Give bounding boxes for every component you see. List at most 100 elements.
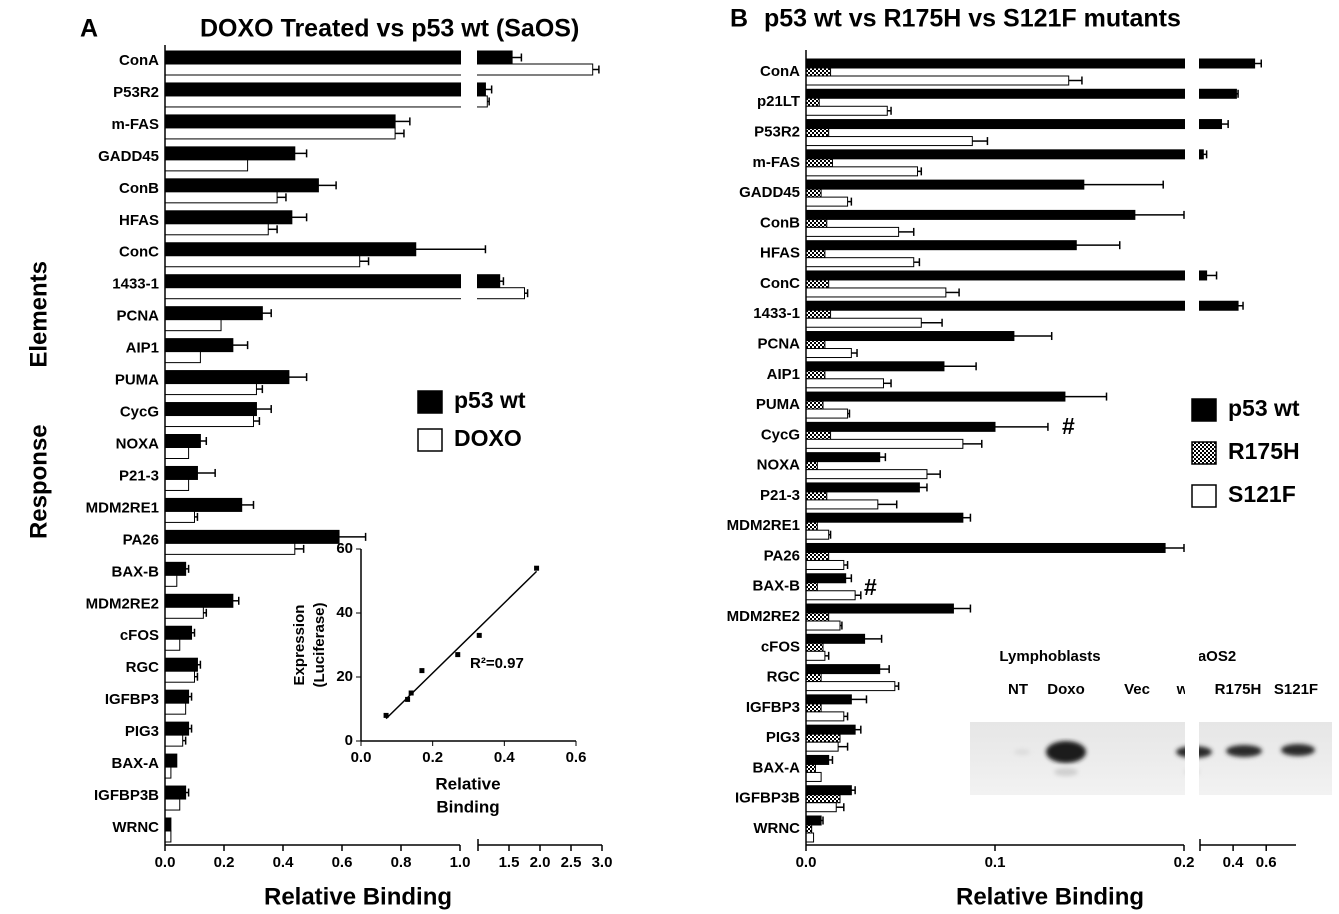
error-bar (256, 385, 262, 393)
bar (806, 574, 846, 583)
bar (806, 271, 1207, 280)
legend-label: R175H (1228, 438, 1300, 464)
legend-label: p53 wt (1228, 395, 1300, 421)
bar (165, 767, 171, 778)
y-tick-label: 1433-1 (112, 276, 159, 293)
bar (806, 68, 831, 76)
y-tick-label: PCNA (116, 308, 159, 325)
error-bar (944, 362, 976, 370)
bar (806, 431, 831, 439)
bar (165, 243, 416, 256)
annotation: # (864, 574, 877, 600)
bar (806, 665, 880, 674)
y-tick-label: PCNA (757, 335, 800, 352)
y-tick-label: IGFBP3 (746, 699, 800, 716)
y-tick-label: m-FAS (752, 154, 800, 171)
error-bar (254, 417, 260, 425)
bar (806, 530, 829, 539)
error-bar (197, 469, 215, 477)
bar (165, 703, 186, 714)
y-tick-label: BAX-B (753, 578, 801, 595)
bar (806, 462, 817, 470)
bar (806, 786, 851, 795)
error-bar (914, 258, 920, 266)
y-axis-label: (Luciferase) (311, 602, 328, 687)
x-tick-label: 0.2 (422, 749, 443, 766)
y-axis-label: Expression (291, 605, 308, 686)
bar (806, 513, 963, 522)
bar (806, 674, 821, 682)
bar (165, 160, 248, 171)
bar (165, 192, 277, 203)
bar (806, 725, 855, 734)
blot-lane-label: Vec (1124, 681, 1150, 698)
blot-lane-label: Doxo (1047, 681, 1085, 698)
y-tick-label: 1433-1 (753, 305, 800, 322)
western-blot: Lymphoblasts SaOS2 NT Doxo Vec wt R175H … (970, 648, 1332, 795)
y-tick-label: PUMA (115, 372, 159, 389)
bar (806, 560, 844, 569)
bar (165, 384, 256, 395)
legend-label: S121F (1228, 481, 1296, 507)
bar (806, 816, 821, 825)
error-bar (844, 561, 848, 569)
y-tick-label: 20 (336, 668, 353, 685)
bar (165, 339, 233, 352)
error-bar (512, 54, 521, 62)
error-bar (972, 137, 987, 145)
bar (806, 742, 838, 751)
y-tick-label: MDM2RE1 (727, 517, 800, 534)
point (534, 566, 539, 571)
bar (165, 671, 195, 682)
bar (806, 651, 825, 660)
y-tick-label: NOXA (116, 435, 160, 452)
y-tick-label: P53R2 (754, 124, 800, 141)
bar (165, 83, 485, 96)
point (384, 713, 389, 718)
legend-swatch (418, 391, 442, 413)
error-bar (880, 665, 889, 673)
bar (165, 307, 262, 320)
bar (165, 211, 292, 224)
error-bar (851, 349, 857, 357)
y-tick-label: BAX-A (112, 755, 160, 772)
y-tick-label: MDM2RE1 (86, 499, 159, 516)
bar (165, 754, 177, 767)
x-axis-label: Relative (435, 774, 500, 793)
bar (806, 634, 865, 643)
bar (806, 89, 1236, 98)
x-tick-label: 1.5 (499, 854, 520, 871)
bar (806, 379, 883, 388)
bar (165, 722, 189, 735)
error-bar (887, 107, 891, 115)
bar (806, 552, 829, 560)
error-bar (921, 319, 942, 327)
x-tick-label: 0.6 (1256, 854, 1277, 871)
bar (165, 626, 192, 639)
y-tick-label: p21LT (757, 93, 800, 110)
y-tick-label: PA26 (764, 547, 800, 564)
bar (806, 98, 819, 106)
bar (806, 643, 823, 651)
y-tick-label: IGFBP3B (735, 790, 800, 807)
bar (165, 147, 295, 160)
y-tick-label: 0 (345, 732, 353, 749)
bar (806, 712, 844, 721)
bar (806, 795, 840, 803)
x-tick-label: 0.1 (985, 854, 1006, 871)
bar (165, 530, 339, 543)
bar (806, 621, 840, 630)
x-tick-label: 0.6 (566, 749, 587, 766)
y-tick-label: IGFBP3 (105, 691, 159, 708)
bar (806, 106, 887, 115)
bar (806, 833, 814, 842)
bar (806, 483, 919, 492)
legend-swatch (418, 429, 442, 451)
error-bar (292, 213, 307, 221)
bar (165, 594, 233, 607)
error-bar (1014, 332, 1052, 340)
y-tick-label: P21-3 (760, 487, 800, 504)
bar (806, 310, 831, 318)
y-tick-label: cFOS (761, 638, 800, 655)
annotation: R²=0.97 (470, 655, 524, 672)
